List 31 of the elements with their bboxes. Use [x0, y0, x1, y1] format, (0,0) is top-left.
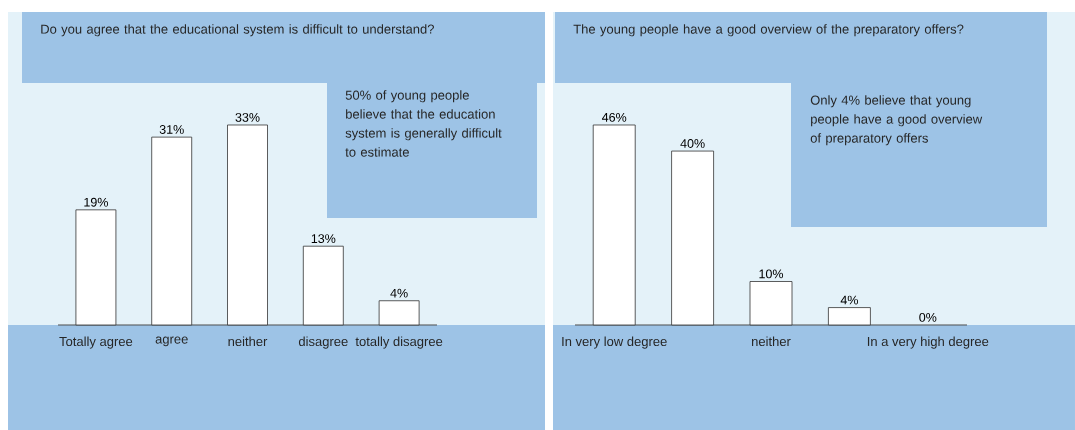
x-tick-label: agree — [155, 336, 188, 347]
chart-title: The young people have a good overview of the preparatory offers? — [573, 24, 964, 37]
data-label: 10% — [759, 269, 784, 279]
data-label: 4% — [390, 288, 408, 298]
chart-title: Do you agree that the educational system is difficult to understand? — [41, 24, 434, 37]
data-label: 13% — [311, 234, 336, 243]
x-tick-label: In very low degree — [562, 336, 667, 349]
bar — [227, 124, 268, 326]
data-label: 4% — [840, 295, 858, 305]
bar — [75, 209, 117, 326]
bar — [592, 124, 636, 326]
x-tick-label: neither — [228, 336, 268, 347]
bar — [378, 300, 420, 326]
x-tick-label: In a very high degree — [867, 336, 989, 349]
x-tick-label: neither — [751, 336, 791, 347]
annotation: Only 4% believe that young people have a good overview of preparatory offers — [810, 95, 983, 146]
x-tick-label: Totally agree — [59, 336, 133, 349]
data-label: 33% — [235, 112, 260, 122]
data-label: 0% — [919, 312, 937, 322]
bar — [828, 307, 871, 326]
data-label: 31% — [159, 125, 184, 134]
bar — [749, 281, 793, 326]
x-tick-label: totally disagree — [355, 336, 443, 349]
data-label: 19% — [84, 197, 108, 207]
data-label: 40% — [680, 139, 705, 148]
bar — [302, 245, 344, 326]
bar — [671, 150, 714, 326]
data-label: 46% — [601, 112, 627, 122]
bar — [151, 136, 193, 326]
annotation: 50% of young people believe that the education system is generally difficult to estimate — [345, 90, 502, 157]
x-tick-label: disagree — [298, 336, 348, 349]
